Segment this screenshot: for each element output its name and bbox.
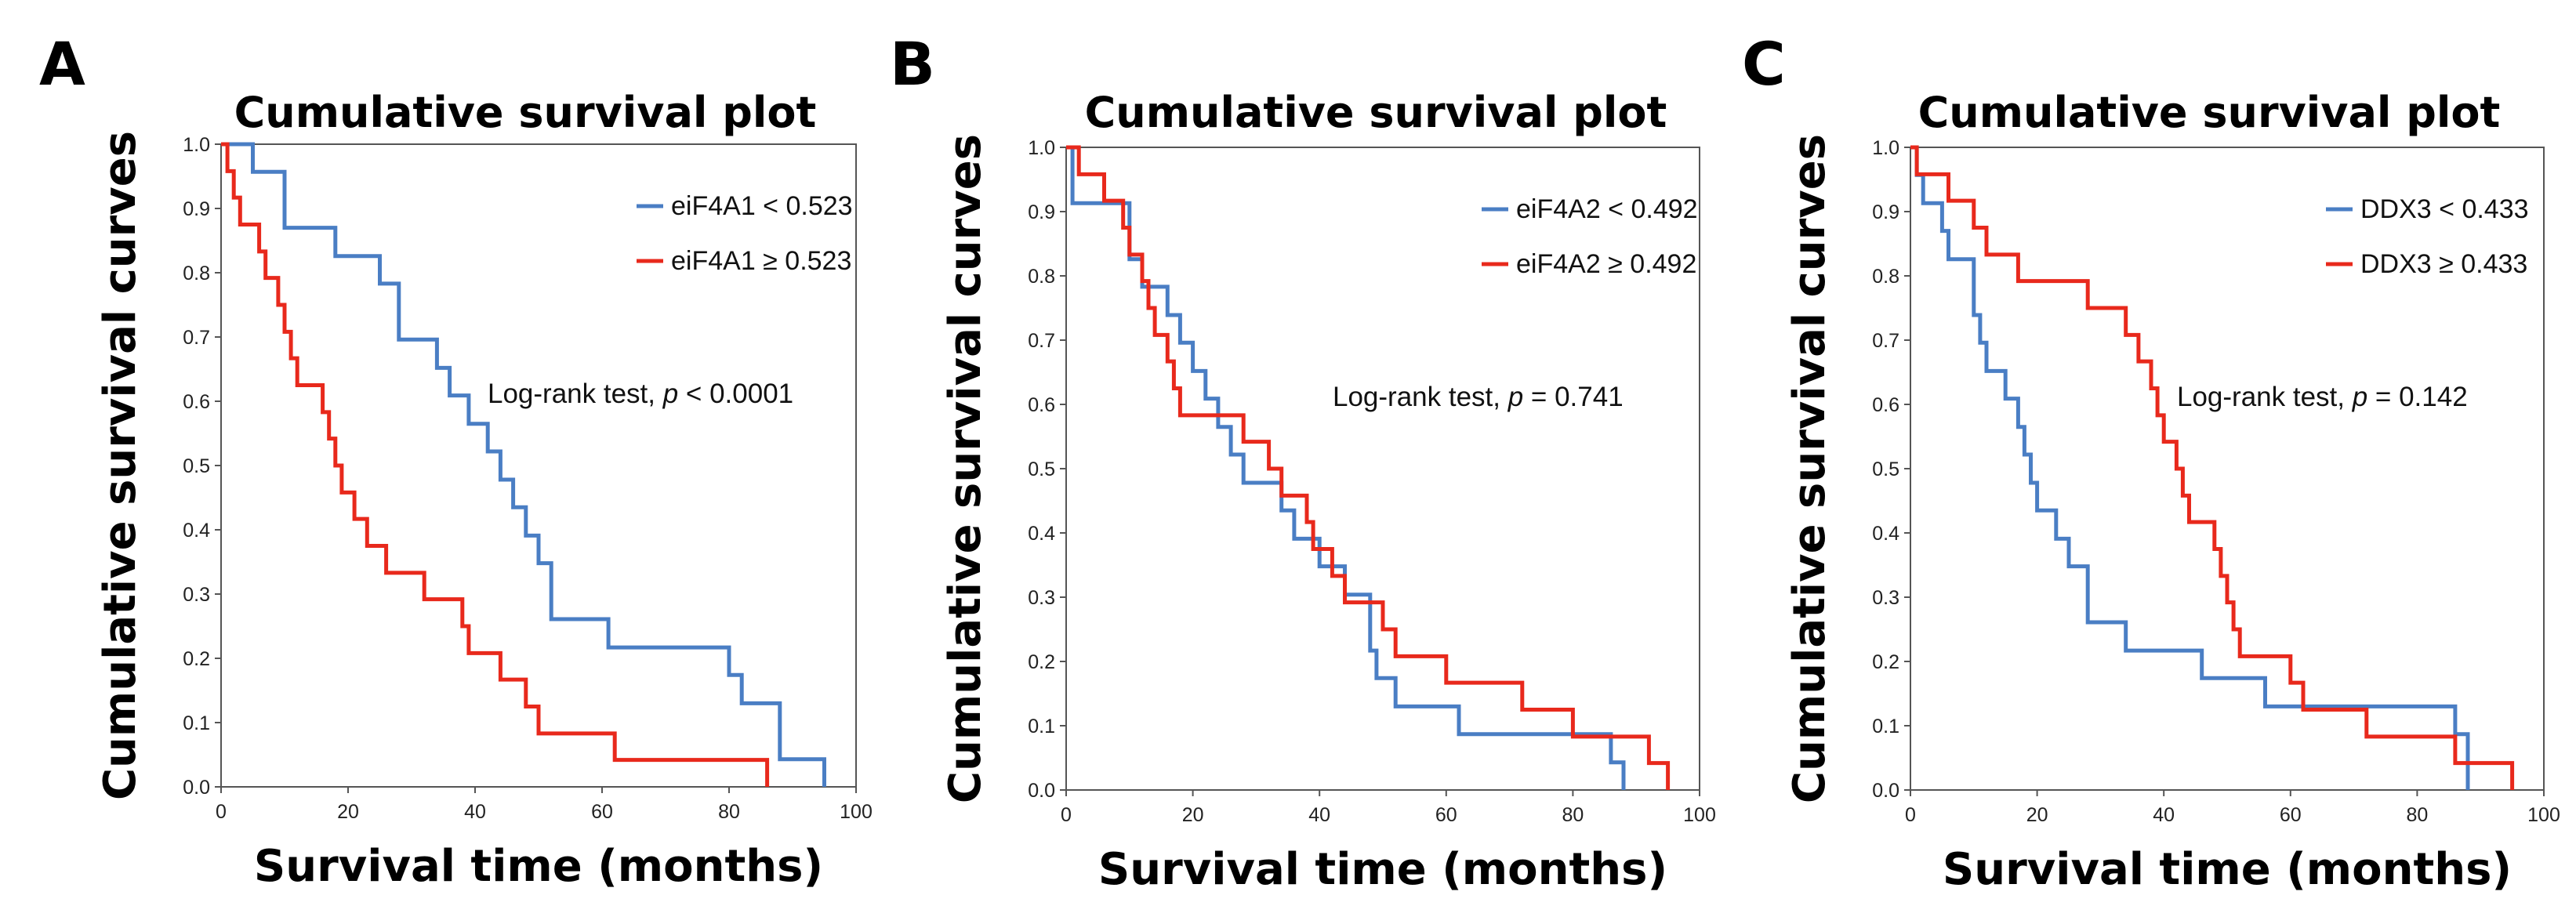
x-axis-label: Survival time (months) — [1943, 844, 2512, 895]
x-tick-label: 40 — [1308, 804, 1330, 826]
y-tick-label: 0.5 — [1872, 458, 1899, 480]
y-tick-label: 0.6 — [1872, 394, 1899, 416]
y-tick-label: 0.5 — [1028, 458, 1055, 480]
x-tick-label: 60 — [2280, 804, 2302, 826]
y-tick-label: 0.0 — [183, 777, 210, 799]
survival-curve-series-2 — [221, 142, 770, 787]
y-tick-label: 0.3 — [1028, 587, 1055, 609]
x-tick-label: 100 — [840, 801, 873, 823]
y-tick-label: 0.9 — [1028, 201, 1055, 223]
y-tick-label: 0.4 — [183, 520, 210, 542]
x-tick-label: 40 — [2153, 804, 2175, 826]
y-tick-label: 0.3 — [183, 584, 210, 606]
y-tick-label: 0.5 — [183, 455, 210, 477]
survival-curve-series-2 — [1910, 145, 2515, 790]
log-rank-annotation: Log-rank test, p < 0.0001 — [488, 379, 793, 409]
y-tick-label: 0.6 — [183, 391, 210, 413]
y-tick-label: 0.7 — [1028, 330, 1055, 352]
plot-frame — [220, 143, 857, 788]
y-tick-label: 0.4 — [1028, 523, 1055, 545]
y-tick-label: 0.0 — [1872, 780, 1899, 802]
y-tick-label: 1.0 — [183, 134, 210, 156]
chart-title: Cumulative survival plot — [1918, 88, 2501, 137]
y-tick-label: 1.0 — [1028, 137, 1055, 159]
x-tick-label: 20 — [1182, 804, 1204, 826]
legend-label: eiF4A1 < 0.523 — [671, 191, 853, 221]
x-tick-label: 40 — [464, 801, 486, 823]
y-tick-label: 0.0 — [1028, 780, 1055, 802]
x-tick-label: 60 — [1435, 804, 1457, 826]
x-tick-label: 60 — [591, 801, 613, 823]
y-tick-label: 0.9 — [183, 198, 210, 220]
y-tick-label: 0.1 — [183, 712, 210, 734]
y-tick-label: 0.7 — [183, 327, 210, 349]
log-rank-annotation: Log-rank test, p = 0.142 — [2177, 382, 2468, 412]
plot-frame — [1065, 147, 1700, 791]
x-axis-label: Survival time (months) — [254, 841, 823, 892]
y-tick-label: 0.2 — [1028, 651, 1055, 673]
survival-curve-series-1 — [1066, 145, 1626, 790]
survival-curve-series-2 — [1066, 145, 1671, 790]
y-tick-label: 0.2 — [183, 648, 210, 670]
y-tick-label: 0.8 — [1872, 266, 1899, 288]
y-tick-label: 0.2 — [1872, 651, 1899, 673]
legend-label: eiF4A1 ≥ 0.523 — [671, 246, 851, 276]
x-tick-label: 0 — [1905, 804, 1916, 826]
y-tick-label: 0.1 — [1028, 716, 1055, 737]
legend-label: eiF4A2 < 0.492 — [1516, 194, 1698, 224]
x-tick-label: 20 — [337, 801, 359, 823]
panel-letter: C — [1742, 29, 1786, 99]
y-tick-label: 0.4 — [1872, 523, 1899, 545]
chart-title: Cumulative survival plot — [1085, 88, 1667, 137]
y-axis-label: Cumulative survival curves — [940, 134, 991, 803]
legend-label: DDX3 < 0.433 — [2360, 194, 2529, 224]
y-tick-label: 0.9 — [1872, 201, 1899, 223]
y-axis-label: Cumulative survival curves — [1784, 134, 1835, 803]
x-tick-label: 100 — [2527, 804, 2560, 826]
y-tick-label: 0.1 — [1872, 716, 1899, 737]
y-tick-label: 0.8 — [1028, 266, 1055, 288]
chart-panel-c: C Cumulative survival plot 0.0 0.1 0.2 0.3 0.4… — [1742, 29, 2560, 895]
panel-letter: A — [39, 29, 85, 99]
legend-label: eiF4A2 ≥ 0.492 — [1516, 249, 1696, 279]
chart-title: Cumulative survival plot — [234, 88, 817, 137]
y-tick-label: 0.6 — [1028, 394, 1055, 416]
x-tick-label: 20 — [2026, 804, 2048, 826]
x-tick-label: 80 — [2406, 804, 2428, 826]
legend-label: DDX3 ≥ 0.433 — [2360, 249, 2527, 279]
chart-panel-a: A Cumulative survival plot 0.0 0.1 0.2 0.3 0.4… — [39, 29, 873, 892]
plot-frame — [1910, 147, 2545, 791]
survival-curve-series-1 — [221, 142, 826, 787]
x-tick-label: 0 — [216, 801, 227, 823]
y-axis-label: Cumulative survival curves — [95, 131, 146, 800]
x-tick-label: 100 — [1683, 804, 1716, 826]
y-tick-label: 0.3 — [1872, 587, 1899, 609]
panel-letter: B — [890, 29, 935, 99]
x-tick-label: 80 — [1562, 804, 1584, 826]
y-tick-label: 0.8 — [183, 263, 210, 284]
y-tick-label: 0.7 — [1872, 330, 1899, 352]
survival-curve-series-1 — [1910, 145, 2470, 790]
x-tick-label: 0 — [1061, 804, 1072, 826]
y-tick-label: 1.0 — [1872, 137, 1899, 159]
chart-panel-b: B Cumulative survival plot 0.0 0.1 0.2 0.3 0.4… — [890, 29, 1716, 895]
x-axis-label: Survival time (months) — [1098, 844, 1667, 895]
x-tick-label: 80 — [718, 801, 740, 823]
log-rank-annotation: Log-rank test, p = 0.741 — [1333, 382, 1624, 412]
